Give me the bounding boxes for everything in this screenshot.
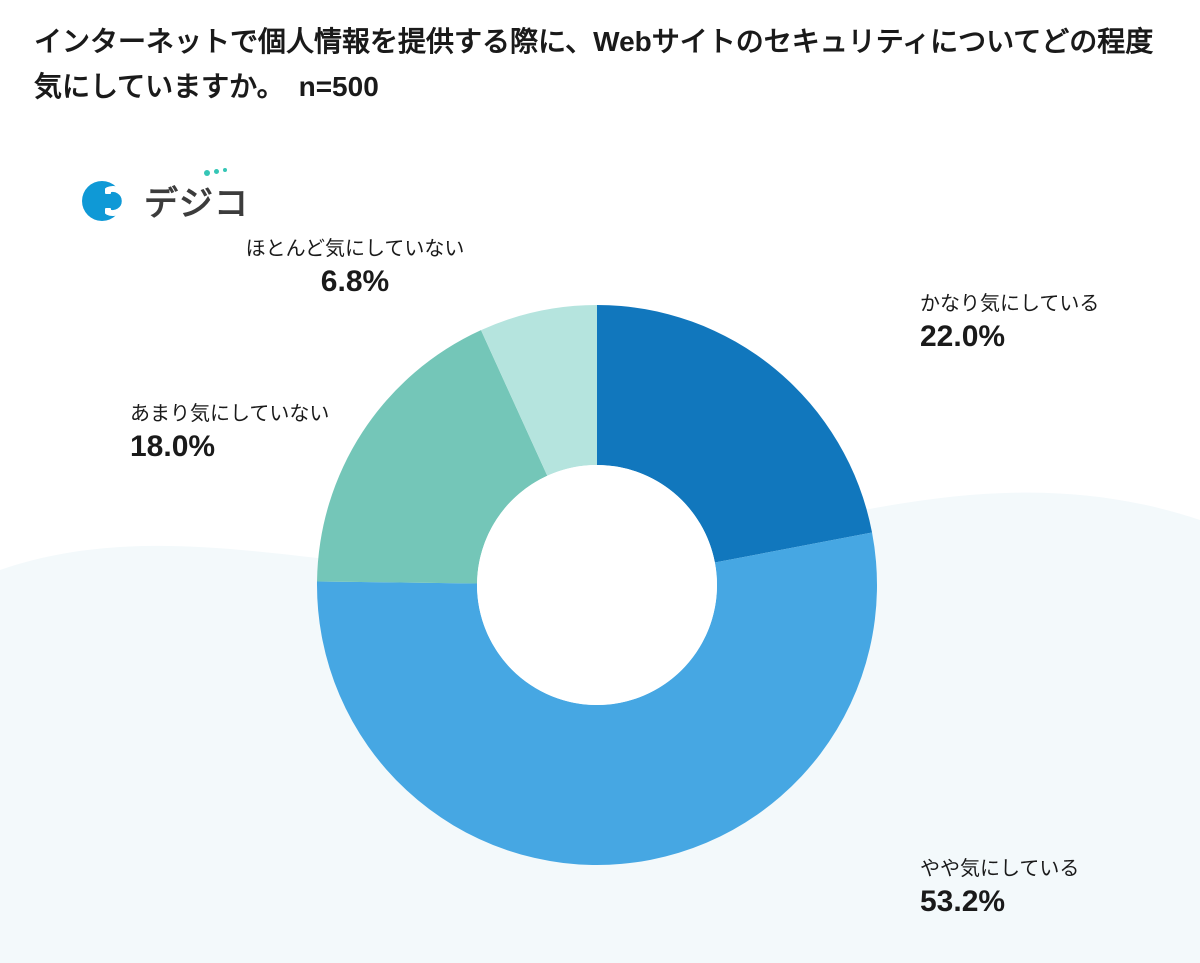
slice-name: かなり気にしている	[920, 290, 1099, 318]
donut-chart	[0, 0, 1200, 963]
slice-label-somewhat-concerned: やや気にしている 53.2%	[920, 855, 1079, 921]
slice-label-not-much: あまり気にしていない 18.0%	[130, 400, 329, 466]
slice-name: やや気にしている	[920, 855, 1079, 883]
donut-hole	[477, 465, 717, 705]
slice-value: 53.2%	[920, 883, 1079, 921]
slice-label-very-concerned: かなり気にしている 22.0%	[920, 290, 1099, 356]
brand-logo-text: デジコ	[144, 176, 249, 225]
slice-name: ほとんど気にしていない	[246, 235, 465, 263]
slice-label-hardly: ほとんど気にしていない 6.8%	[246, 235, 465, 301]
brand-logo-icon	[80, 179, 124, 223]
slice-value: 22.0%	[920, 318, 1099, 356]
brand-logo: デジコ	[80, 176, 249, 225]
slice-value: 6.8%	[246, 263, 465, 301]
donut-svg	[0, 0, 1200, 963]
slice-value: 18.0%	[130, 428, 329, 466]
slice-name: あまり気にしていない	[130, 400, 329, 428]
brand-logo-accent-dots-icon	[204, 170, 227, 176]
chart-title: インターネットで個人情報を提供する際に、Webサイトのセキュリティについてどの程…	[34, 20, 1166, 110]
